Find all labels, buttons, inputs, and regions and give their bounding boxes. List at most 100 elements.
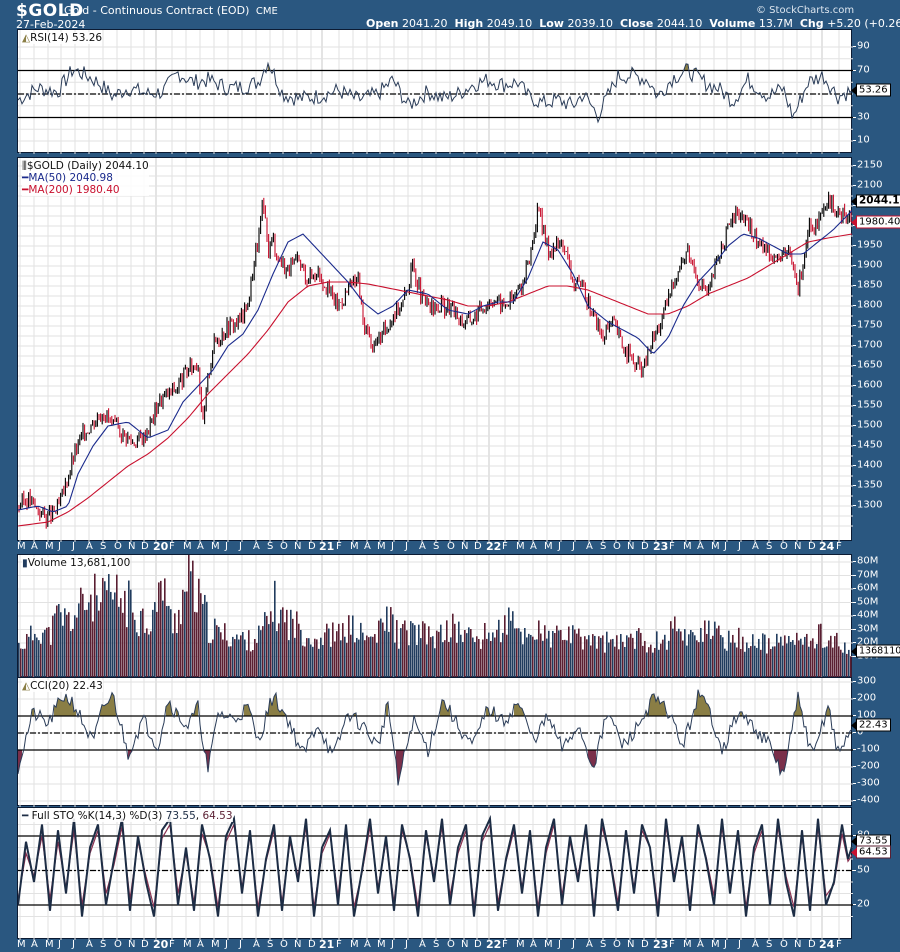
date-axis-top: M A M J J A S O N D 20 F M A M J J A S O N D 21 F M A M J J A S O N D 22 F M… xyxy=(17,540,852,554)
axis-label: -200 xyxy=(857,760,880,772)
date-tick-label: N xyxy=(294,541,302,552)
date-tick-label: M xyxy=(350,939,359,950)
date-tick-label: 23 xyxy=(653,540,669,553)
date-tick-label: M xyxy=(377,541,386,552)
axis-label: 80M xyxy=(857,555,879,567)
ma50-swatch-icon: ━ xyxy=(22,172,29,184)
ohlc-summary: Open 2041.20 High 2049.10 Low 2039.10 Cl… xyxy=(366,17,900,30)
date-tick-label: O xyxy=(613,939,621,950)
date-tick-label: D xyxy=(308,541,316,552)
date-tick-label: D xyxy=(308,939,316,950)
date-tick-label: F xyxy=(669,541,675,552)
date-tick-label: D xyxy=(641,541,649,552)
axis-label: -400 xyxy=(857,794,880,806)
date-tick-label: J xyxy=(239,939,242,950)
date-tick-label: 22 xyxy=(486,540,502,553)
date-tick-label: D xyxy=(808,541,816,552)
axis-label: 1300 xyxy=(857,499,883,511)
high-value: 2049.10 xyxy=(486,17,533,30)
date-tick-label: S xyxy=(600,541,607,552)
price-plot xyxy=(18,158,853,542)
sto-swatch-icon: ━ xyxy=(22,810,29,822)
copyright: © StockCharts.com xyxy=(756,5,855,16)
axis-label: 300 xyxy=(857,675,877,687)
date-tick-label: N xyxy=(794,541,802,552)
date-tick-label: A xyxy=(419,541,426,552)
close-price-tag: 2044.10 xyxy=(851,194,900,208)
stochastic-legend: ━ Full STO %K(14,3) %D(3) 73.55, 64.53 xyxy=(22,810,233,822)
date-tick-label: J xyxy=(72,939,75,950)
sto-k-tag: 73.55 xyxy=(851,834,891,848)
date-tick-label: A xyxy=(530,939,537,950)
date-tick-label: N xyxy=(128,939,136,950)
date-tick-label: A xyxy=(364,541,371,552)
date-tick-label: N xyxy=(627,939,635,950)
axis-label: 20M xyxy=(857,636,879,648)
stochastic-panel[interactable]: ━ Full STO %K(14,3) %D(3) 73.55, 64.53 xyxy=(17,807,853,940)
date-tick-label: F xyxy=(502,541,508,552)
date-tick-label: S xyxy=(766,939,773,950)
date-tick-label: 22 xyxy=(486,938,502,951)
volume-legend-text: Volume 13,681,100 xyxy=(27,557,131,569)
date-tick-label: A xyxy=(530,541,537,552)
ma50-legend-text: MA(50) 2040.98 xyxy=(28,172,113,184)
volume-panel[interactable]: ▮Volume 13,681,100 xyxy=(17,554,853,678)
date-tick-label: A xyxy=(752,939,759,950)
open-value: 2041.20 xyxy=(402,17,448,30)
rsi-panel[interactable]: ◭RSI(14) 53.26 xyxy=(17,29,853,154)
stochastic-plot xyxy=(18,808,853,940)
stochastic-axis: 805020 xyxy=(853,807,900,939)
cci-panel[interactable]: ◭CCI(20) 22.43 xyxy=(17,677,853,807)
sto-legend-text: Full STO %K(14,3) %D(3) xyxy=(31,810,163,822)
date-tick-label: A xyxy=(364,939,371,950)
axis-label: 70M xyxy=(857,569,879,580)
date-tick-label: J xyxy=(738,939,741,950)
date-tick-label: M xyxy=(183,541,192,552)
axis-label: 100 xyxy=(857,709,877,721)
date-tick-label: 24 xyxy=(819,938,835,951)
date-tick-label: N xyxy=(294,939,302,950)
axis-label: -100 xyxy=(857,743,880,755)
volume-axis: 80M70M60M50M40M30M20M10M xyxy=(853,554,900,677)
price-legend: ⫼$GOLD (Daily) 2044.10 ━MA(50) 2040.98 ━… xyxy=(22,160,149,196)
date-tick-label: A xyxy=(31,939,38,950)
date-tick-label: J xyxy=(225,541,228,552)
axis-label: 90 xyxy=(857,40,870,52)
date-tick-label: N xyxy=(128,541,136,552)
sto-k-value: 73.55 xyxy=(165,810,196,822)
exchange-text: CME xyxy=(255,6,278,17)
axis-label: 10 xyxy=(857,134,870,146)
high-label: High xyxy=(454,17,484,30)
date-tick-label: D xyxy=(808,939,816,950)
date-tick-label: M xyxy=(17,939,26,950)
date-tick-label: O xyxy=(780,541,788,552)
date-tick-label: M xyxy=(711,939,720,950)
date-tick-label: N xyxy=(461,939,469,950)
date-tick-label: M xyxy=(350,541,359,552)
date-tick-label: A xyxy=(197,939,204,950)
date-tick-label: O xyxy=(280,541,288,552)
ma200-swatch-icon: ━ xyxy=(22,184,29,196)
date-tick-label: 20 xyxy=(153,540,169,553)
date-tick-label: O xyxy=(780,939,788,950)
axis-label: 1600 xyxy=(857,379,883,391)
axis-label: 1750 xyxy=(857,319,883,331)
date-tick-label: F xyxy=(836,939,842,950)
date-tick-label: J xyxy=(225,939,228,950)
axis-label: 70 xyxy=(857,64,870,75)
date-tick-label: A xyxy=(197,541,204,552)
axis-label: 200 xyxy=(857,692,877,704)
date-tick-label: A xyxy=(586,541,593,552)
axis-label: 1550 xyxy=(857,399,883,411)
axis-label: 1500 xyxy=(857,419,883,431)
date-tick-label: 20 xyxy=(153,938,169,951)
price-legend-text: $GOLD (Daily) 2044.10 xyxy=(26,160,149,172)
price-panel[interactable]: ⫼$GOLD (Daily) 2044.10 ━MA(50) 2040.98 ━… xyxy=(17,157,853,542)
axis-label: -300 xyxy=(857,777,880,789)
axis-label: 0 xyxy=(857,726,864,738)
date-tick-label: J xyxy=(724,541,727,552)
date-tick-label: J xyxy=(72,541,75,552)
date-tick-label: N xyxy=(461,541,469,552)
volume-bars-icon: ▮ xyxy=(22,557,28,569)
date-tick-label: M xyxy=(183,939,192,950)
